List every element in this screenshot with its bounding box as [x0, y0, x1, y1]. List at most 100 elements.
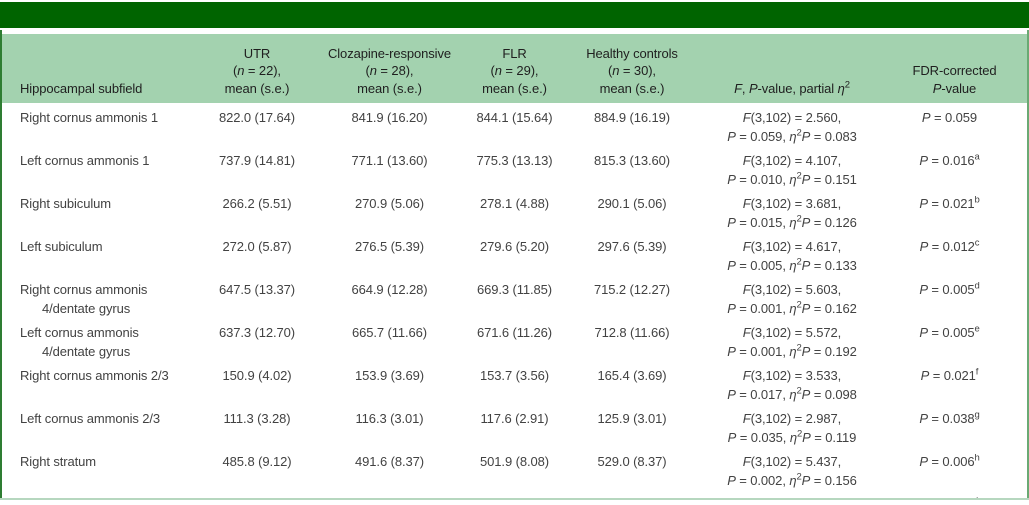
- cell-clozapine-mean: 116.3 (3.01): [355, 411, 424, 426]
- cell-healthy-mean: 715.2 (12.27): [593, 282, 671, 297]
- cell-healthy-mean: 884.9 (16.19): [593, 110, 671, 125]
- fdr-p-value: P = 0.059: [921, 110, 978, 125]
- header-healthy-controls: Healthy controls (n = 30), mean (s.e.): [562, 34, 702, 103]
- footnote-marker: e: [974, 323, 980, 335]
- table-row: Left cornus ammonis 2/3 111.3 (3.28) 116…: [2, 404, 1027, 447]
- cell-clozapine-mean: 665.7 (11.66): [351, 325, 428, 340]
- cell-flr-mean: 278.1 (4.88): [480, 196, 549, 211]
- table-row: Right cornus ammonis 2/3 150.9 (4.02) 15…: [2, 361, 1027, 404]
- table-body: Right cornus ammonis 1 822.0 (17.64) 841…: [2, 103, 1027, 499]
- header-line: (n = 22),: [233, 63, 281, 78]
- cell-fdr-p-value: P = 0.012c: [882, 232, 1027, 275]
- table-title-banner: [0, 2, 1029, 28]
- cell-flr-mean: 501.9 (8.08): [480, 454, 549, 469]
- cell-flr-mean: 671.6 (11.26): [476, 325, 553, 340]
- header-line: P-value: [932, 80, 977, 96]
- subfield-name: Left cornus ammonis 1: [20, 153, 150, 168]
- fdr-p-value: P = 0.016: [919, 153, 975, 168]
- cell-flr-mean: 153.7 (3.56): [480, 368, 549, 383]
- f-statistic: F(3,102) = 3.681,: [742, 196, 842, 211]
- f-statistic: F(3,102) = 3.533,: [742, 368, 842, 383]
- cell-statistics: F(3,102) = 5.603, P = 0.001, η2P = 0.162: [702, 275, 882, 318]
- cell-utr-mean: 266.2 (5.51): [222, 196, 292, 211]
- table-row: Left cornus ammonis 4/dentate gyrus 637.…: [2, 318, 1027, 361]
- table-header: Hippocampal subfield UTR (n = 22), mean …: [2, 34, 1027, 103]
- cell-subfield: Left cornus ammonis 2/3: [2, 404, 202, 447]
- cell-fdr-p-value: P = 0.005d: [882, 275, 1027, 318]
- subfield-name: Right cornus ammonis 1: [20, 110, 158, 125]
- header-line: mean (s.e.): [224, 80, 290, 96]
- fdr-p-value: P = 0.005: [919, 325, 975, 340]
- cell-subfield: Right cornus ammonis 2/3: [2, 361, 202, 404]
- cell-clozapine-mean: 491.6 (8.37): [355, 454, 424, 469]
- subfield-name: Right stratum: [20, 454, 97, 469]
- p-eta-statistic: P = 0.010, η2P = 0.151: [727, 170, 857, 187]
- header-line: (n = 29),: [490, 63, 539, 78]
- cell-utr-mean: 272.0 (5.87): [222, 239, 292, 254]
- cell-subfield: Right cornus ammonis 4/dentate gyrus: [2, 275, 202, 318]
- cell-clozapine-mean: 771.1 (13.60): [351, 153, 428, 168]
- header-line: (n = 30),: [608, 63, 656, 78]
- statistics-table: Hippocampal subfield UTR (n = 22), mean …: [2, 34, 1027, 499]
- subfield-name: Left cornus ammonis: [20, 325, 139, 340]
- table-row: Right cornus ammonis 1 822.0 (17.64) 841…: [2, 103, 1027, 146]
- cell-utr-mean: 737.9 (14.81): [218, 153, 296, 168]
- cell-utr-mean: 637.3 (12.70): [218, 325, 296, 340]
- f-statistic: F(3,102) = 5.603,: [742, 282, 842, 297]
- cell-healthy-mean: 529.0 (8.37): [597, 454, 667, 469]
- cell-statistics: F(3,102) = 5.572, P = 0.001, η2P = 0.192: [702, 318, 882, 361]
- cell-statistics: F(3,102) = 3.681, P = 0.015, η2P = 0.126: [702, 189, 882, 232]
- subfield-name: Left subiculum: [20, 239, 103, 254]
- bottom-rule: [0, 498, 1029, 500]
- cell-clozapine-mean: 664.9 (12.28): [351, 282, 428, 297]
- cell-fdr-p-value: P = 0.021f: [882, 361, 1027, 404]
- p-eta-statistic: P = 0.035, η2P = 0.119: [727, 428, 857, 445]
- cell-utr-mean: 485.8 (9.12): [222, 454, 292, 469]
- cell-fdr-p-value: P = 0.038g: [882, 404, 1027, 447]
- footnote-marker: d: [974, 280, 980, 292]
- header-statistics: F, P-value, partial η2: [702, 34, 882, 103]
- header-subfield: Hippocampal subfield: [2, 34, 202, 103]
- cell-subfield: Right stratum: [2, 447, 202, 490]
- subfield-name: Right subiculum: [20, 196, 111, 211]
- cell-fdr-p-value: P = 0.006h: [882, 447, 1027, 490]
- cell-healthy-mean: 712.8 (11.66): [594, 325, 670, 340]
- cell-flr-mean: 117.6 (2.91): [480, 411, 549, 426]
- footnote-marker: c: [974, 237, 980, 249]
- header-utr: UTR (n = 22), mean (s.e.): [202, 34, 312, 103]
- cell-utr-mean: 111.3 (3.28): [223, 411, 291, 426]
- p-eta-statistic: P = 0.005, η2P = 0.133: [727, 256, 857, 273]
- p-eta-statistic: P = 0.001, η2P = 0.162: [727, 299, 857, 316]
- cell-flr-mean: 279.6 (5.20): [480, 239, 549, 254]
- cell-fdr-p-value: P = 0.059: [882, 103, 1027, 146]
- subfield-name-line2: 4/dentate gyrus: [42, 344, 131, 359]
- p-eta-statistic: P = 0.059, η2P = 0.083: [727, 127, 857, 144]
- footnote-marker: g: [974, 409, 980, 421]
- f-statistic: F(3,102) = 5.572,: [742, 325, 842, 340]
- cell-clozapine-mean: 270.9 (5.06): [355, 196, 424, 211]
- header-row: Hippocampal subfield UTR (n = 22), mean …: [2, 34, 1027, 103]
- cell-healthy-mean: 815.3 (13.60): [593, 153, 671, 168]
- header-line: mean (s.e.): [482, 80, 547, 96]
- p-eta-statistic: P = 0.001, η2P = 0.192: [727, 342, 857, 359]
- subfield-name: Left cornus ammonis 2/3: [20, 411, 161, 426]
- f-statistic: F(3,102) = 4.617,: [742, 239, 842, 254]
- cell-statistics: F(3,102) = 5.437, P = 0.002, η2P = 0.156: [702, 447, 882, 490]
- footnote-marker: h: [974, 452, 980, 464]
- cell-flr-mean: 844.1 (15.64): [476, 110, 553, 125]
- cell-utr-mean: 647.5 (13.37): [218, 282, 296, 297]
- fdr-p-value: P = 0.021: [920, 368, 976, 383]
- header-line: Healthy controls: [586, 45, 678, 61]
- fdr-p-value: P = 0.021: [919, 196, 975, 211]
- cell-statistics: F(3,102) = 3.533, P = 0.017, η2P = 0.098: [702, 361, 882, 404]
- fdr-p-value: P = 0.006: [919, 454, 975, 469]
- cell-subfield: Left cornus ammonis 4/dentate gyrus: [2, 318, 202, 361]
- cell-clozapine-mean: 841.9 (16.20): [351, 110, 428, 125]
- table-row: Left subiculum 272.0 (5.87) 276.5 (5.39)…: [2, 232, 1027, 275]
- cell-fdr-p-value: P = 0.005e: [882, 318, 1027, 361]
- footnote-marker: a: [974, 151, 980, 163]
- header-line: mean (s.e.): [357, 80, 422, 96]
- cell-statistics: F(3,102) = 4.107, P = 0.010, η2P = 0.151: [702, 146, 882, 189]
- fdr-p-value: P = 0.038: [919, 411, 975, 426]
